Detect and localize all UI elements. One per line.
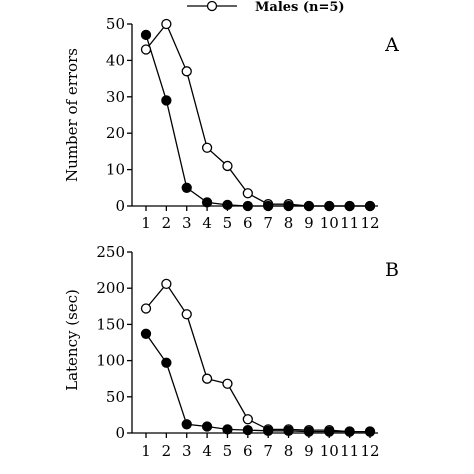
data-point-open <box>140 303 152 314</box>
data-point-open <box>161 278 172 290</box>
data-point-filled <box>222 424 233 435</box>
legend-open-circle-icon <box>206 0 218 12</box>
x-tick-label: 5 <box>223 442 233 460</box>
data-point-filled <box>161 95 172 106</box>
data-point-filled <box>201 421 213 432</box>
data-point-open <box>201 142 213 153</box>
panel-letter: A <box>384 34 399 56</box>
data-point-filled <box>181 182 192 193</box>
data-point-filled <box>263 425 274 436</box>
panel-letter: B <box>385 259 399 281</box>
y-tick-label: 50 <box>106 388 125 406</box>
x-tick-label: 11 <box>340 214 359 232</box>
x-tick-label: 1 <box>141 442 151 460</box>
data-point-open <box>201 373 213 384</box>
data-point-filled <box>303 426 315 437</box>
x-tick-label: 4 <box>202 214 212 232</box>
data-point-filled <box>303 200 315 212</box>
data-point-filled <box>263 200 274 212</box>
y-tick-label: 40 <box>106 51 125 69</box>
x-tick-label: 10 <box>320 442 339 460</box>
data-point-filled <box>344 200 355 212</box>
series-line-open <box>145 282 370 433</box>
x-tick-label: 1 <box>141 214 151 232</box>
data-point-filled <box>324 426 335 437</box>
y-tick-label: 0 <box>115 197 125 215</box>
y-axis-label: Latency (sec) <box>63 289 81 391</box>
x-tick-label: 8 <box>284 214 294 232</box>
data-point-open <box>242 414 253 425</box>
x-tick-label: 8 <box>284 442 294 460</box>
y-tick-label: 0 <box>115 424 125 442</box>
x-tick-label: 7 <box>263 442 273 460</box>
x-tick-label: 7 <box>263 214 273 232</box>
data-point-filled <box>181 419 192 430</box>
x-tick-label: 10 <box>320 214 339 232</box>
data-point-filled <box>283 200 294 212</box>
x-tick-label: 6 <box>243 214 253 232</box>
series-line-filled <box>145 333 370 433</box>
data-point-filled <box>161 357 172 368</box>
data-point-filled <box>140 29 152 41</box>
y-tick-label: 250 <box>96 243 125 261</box>
x-tick-label: 2 <box>162 214 172 232</box>
data-point-open <box>140 44 152 55</box>
y-axis-label: Number of errors <box>63 48 81 182</box>
x-tick-label: 9 <box>304 214 314 232</box>
y-tick-label: 10 <box>106 161 125 179</box>
data-point-open <box>181 309 192 320</box>
y-tick-label: 100 <box>96 352 125 370</box>
data-point-filled <box>283 425 294 436</box>
y-tick-label: 20 <box>106 124 125 142</box>
data-point-open <box>222 160 233 172</box>
x-tick-label: 3 <box>182 442 192 460</box>
x-tick-label: 4 <box>202 442 212 460</box>
x-tick-label: 5 <box>223 214 233 232</box>
x-tick-label: 6 <box>243 442 253 460</box>
x-tick-label: 12 <box>360 214 379 232</box>
data-point-open <box>222 378 233 389</box>
legend: Males (n=5) <box>187 0 345 15</box>
y-tick-label: 200 <box>96 279 125 297</box>
y-tick-label: 30 <box>106 88 125 106</box>
x-tick-label: 11 <box>340 442 359 460</box>
data-point-open <box>161 18 172 30</box>
data-point-filled <box>201 197 213 208</box>
data-point-open <box>242 188 253 199</box>
x-tick-label: 2 <box>162 442 172 460</box>
data-point-filled <box>242 200 253 212</box>
data-point-filled <box>364 200 376 212</box>
data-point-open <box>181 66 192 77</box>
data-point-filled <box>242 424 253 436</box>
data-point-filled <box>364 426 376 437</box>
data-point-filled <box>140 328 152 339</box>
legend-label: Males (n=5) <box>255 0 345 15</box>
x-tick-label: 3 <box>182 214 192 232</box>
y-tick-label: 50 <box>106 15 125 33</box>
x-tick-label: 12 <box>360 442 379 460</box>
data-point-filled <box>222 199 233 211</box>
data-point-filled <box>344 426 355 437</box>
data-point-filled <box>324 200 335 212</box>
y-tick-label: 150 <box>96 315 125 333</box>
series-line-open <box>145 22 370 207</box>
x-tick-label: 9 <box>304 442 314 460</box>
series-line-filled <box>145 34 370 207</box>
